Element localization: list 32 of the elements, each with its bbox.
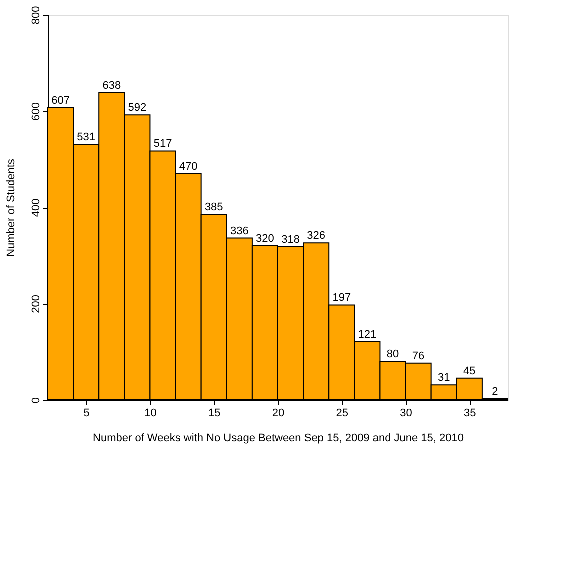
data-label: 607 <box>52 94 70 107</box>
y-axis-title: Number of Students <box>6 158 18 257</box>
y-tick-label: 0 <box>30 397 42 404</box>
data-label: 320 <box>256 233 274 245</box>
x-tick-label: 35 <box>464 408 476 420</box>
data-label: 336 <box>230 225 249 238</box>
data-label: 470 <box>179 160 198 173</box>
data-label: 45 <box>464 365 476 378</box>
data-label: 197 <box>332 292 352 304</box>
x-tick-label: 10 <box>144 408 157 420</box>
data-label: 80 <box>386 348 400 360</box>
data-label: 385 <box>204 202 224 214</box>
data-label: 517 <box>154 138 172 150</box>
y-tick-label: 400 <box>30 198 42 218</box>
x-tick-label: 25 <box>336 408 349 420</box>
y-tick-label: 200 <box>30 295 42 314</box>
data-label: 31 <box>438 372 450 384</box>
data-label: 318 <box>282 234 300 246</box>
data-label: 638 <box>102 80 122 92</box>
data-label: 121 <box>358 328 377 341</box>
x-axis-title: Number of Weeks with No Usage Between Sep 15, 2009 and June 15, 2010 <box>93 432 464 444</box>
data-label: 76 <box>412 350 425 362</box>
data-label: 2 <box>492 386 498 398</box>
x-tick-label: 5 <box>84 408 90 420</box>
x-tick-label: 20 <box>272 408 285 420</box>
y-tick-label: 600 <box>30 102 42 121</box>
x-tick-label: 15 <box>208 408 221 420</box>
data-label: 326 <box>307 230 326 242</box>
data-label: 531 <box>77 131 96 144</box>
y-tick-label: 800 <box>30 6 42 25</box>
x-tick-label: 30 <box>400 408 412 420</box>
data-label: 592 <box>128 102 147 114</box>
